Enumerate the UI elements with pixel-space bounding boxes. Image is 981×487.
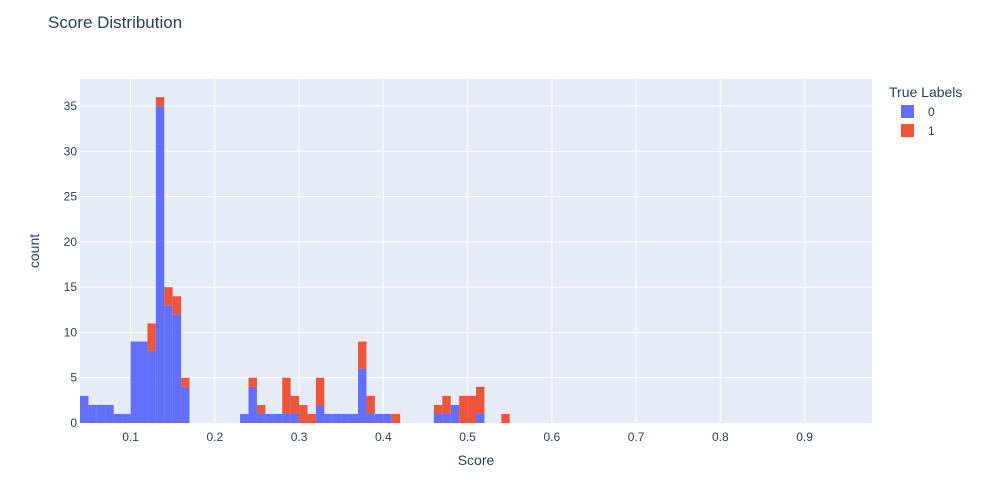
y-axis-ticks: 0 5 10 15 20 25 30 35 — [64, 99, 78, 430]
bar-label-0[interactable] — [248, 386, 257, 423]
bar-label-0[interactable] — [240, 413, 249, 423]
bar-label-0[interactable] — [374, 413, 384, 423]
bar-label-0[interactable] — [138, 341, 148, 423]
bar-label-1[interactable] — [256, 404, 266, 414]
bar-label-0[interactable] — [164, 305, 173, 423]
legend[interactable]: True Labels 0 1 — [889, 84, 962, 138]
bar-label-1[interactable] — [282, 377, 291, 414]
histogram-bars — [80, 97, 510, 423]
x-tick-label: 0.3 — [291, 430, 308, 444]
bar-label-1[interactable] — [248, 377, 257, 387]
bar-label-0[interactable] — [113, 413, 123, 423]
bar-label-0[interactable] — [442, 413, 451, 423]
x-tick-label: 0.2 — [206, 430, 223, 444]
bar-label-0[interactable] — [341, 413, 350, 423]
y-tick-label: 30 — [64, 144, 78, 158]
y-tick-label: 5 — [70, 371, 77, 385]
x-tick-label: 0.4 — [375, 430, 392, 444]
bar-label-1[interactable] — [172, 296, 182, 315]
bar-label-0[interactable] — [358, 368, 367, 423]
x-tick-label: 0.5 — [459, 430, 476, 444]
legend-label-0: 0 — [928, 105, 935, 119]
bar-label-1[interactable] — [147, 323, 156, 351]
bar-label-1[interactable] — [459, 395, 468, 423]
bar-label-1[interactable] — [164, 287, 173, 306]
bar-label-1[interactable] — [366, 395, 375, 414]
bar-label-0[interactable] — [80, 395, 89, 423]
bar-label-0[interactable] — [181, 386, 190, 423]
bar-label-0[interactable] — [273, 413, 283, 423]
bar-label-1[interactable] — [358, 341, 367, 369]
bar-label-0[interactable] — [256, 413, 266, 423]
bar-label-0[interactable] — [324, 413, 333, 423]
x-tick-label: 0.8 — [712, 430, 729, 444]
bar-label-0[interactable] — [476, 413, 485, 423]
bar-label-0[interactable] — [172, 314, 182, 423]
bar-label-1[interactable] — [501, 413, 510, 423]
x-axis-title: Score — [458, 452, 495, 468]
bar-label-0[interactable] — [450, 404, 460, 423]
x-tick-label: 0.6 — [543, 430, 560, 444]
bar-label-1[interactable] — [433, 404, 443, 414]
bar-label-1[interactable] — [476, 386, 485, 414]
y-tick-label: 25 — [64, 190, 78, 204]
bar-label-0[interactable] — [96, 404, 106, 423]
y-tick-label: 10 — [64, 325, 78, 339]
bar-label-1[interactable] — [391, 413, 401, 423]
plot-area — [80, 79, 872, 423]
bar-label-0[interactable] — [433, 413, 443, 423]
bar-label-0[interactable] — [122, 413, 131, 423]
bar-label-0[interactable] — [383, 413, 392, 423]
chart-title: Score Distribution — [48, 13, 182, 32]
legend-swatch-1 — [901, 124, 914, 137]
bar-label-1[interactable] — [442, 395, 451, 414]
x-tick-label: 0.7 — [628, 430, 645, 444]
bar-label-0[interactable] — [332, 413, 342, 423]
y-axis-title: count — [26, 234, 42, 268]
bar-label-1[interactable] — [299, 404, 308, 423]
x-tick-label: 0.9 — [796, 430, 813, 444]
x-axis-ticks: 0.1 0.2 0.3 0.4 0.5 0.6 0.7 0.8 0.9 — [122, 430, 813, 444]
legend-item-0[interactable]: 0 — [901, 105, 935, 119]
legend-item-1[interactable]: 1 — [901, 124, 935, 138]
bar-label-0[interactable] — [147, 350, 156, 423]
bar-label-0[interactable] — [366, 413, 375, 423]
bar-label-1[interactable] — [181, 377, 190, 387]
y-tick-label: 35 — [64, 99, 78, 113]
bar-label-1[interactable] — [155, 97, 165, 107]
legend-swatch-0 — [901, 105, 914, 118]
legend-title: True Labels — [889, 84, 962, 100]
bar-label-1[interactable] — [290, 395, 300, 414]
bar-label-0[interactable] — [130, 341, 139, 423]
y-tick-label: 20 — [64, 235, 78, 249]
bar-label-1[interactable] — [315, 377, 325, 405]
bar-label-1[interactable] — [307, 413, 316, 423]
y-tick-label: 15 — [64, 280, 78, 294]
bar-label-0[interactable] — [155, 106, 165, 423]
bar-label-0[interactable] — [88, 404, 97, 423]
x-tick-label: 0.1 — [122, 430, 139, 444]
gridlines — [80, 79, 872, 423]
bar-label-0[interactable] — [105, 404, 114, 423]
bar-label-0[interactable] — [349, 413, 359, 423]
y-tick-label: 0 — [70, 416, 77, 430]
bar-label-0[interactable] — [265, 413, 274, 423]
bar-label-0[interactable] — [290, 413, 300, 423]
bar-label-1[interactable] — [467, 395, 476, 423]
bar-label-0[interactable] — [315, 404, 325, 423]
legend-label-1: 1 — [928, 124, 935, 138]
bar-label-0[interactable] — [282, 413, 291, 423]
